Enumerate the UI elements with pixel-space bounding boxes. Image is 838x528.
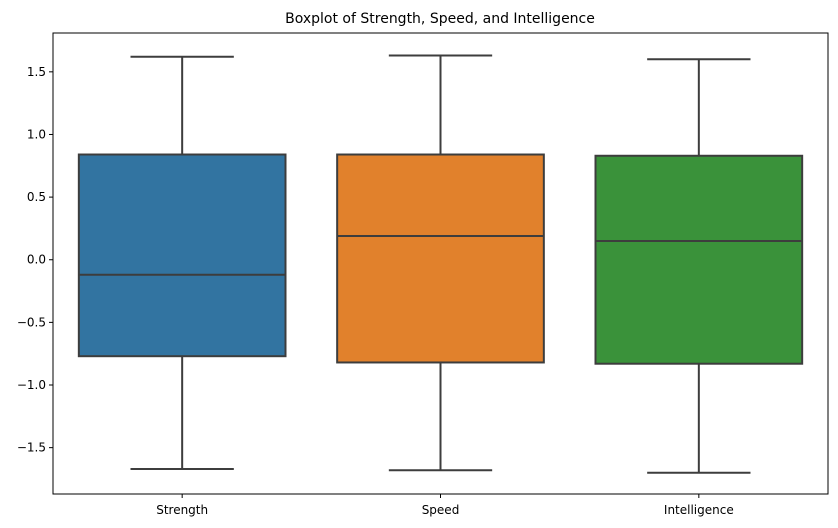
iqr-box: [594, 154, 804, 365]
y-tick-label: 1.5: [27, 65, 46, 79]
y-tick-label: 1.0: [27, 127, 46, 141]
x-tick-label: Intelligence: [664, 503, 734, 517]
box-speed: [336, 54, 545, 472]
iqr-box: [77, 153, 287, 358]
x-tick-label: Speed: [422, 503, 460, 517]
box-intelligence: [594, 58, 804, 474]
y-tick-label: −1.0: [17, 378, 46, 392]
chart-title: Boxplot of Strength, Speed, and Intellig…: [285, 11, 595, 27]
x-tick-label: Strength: [156, 503, 208, 517]
y-tick-label: −1.5: [17, 441, 46, 455]
plot-frame: [52, 32, 829, 495]
plot-area: [77, 54, 804, 474]
y-tick-label: 0.0: [27, 253, 46, 267]
box-strength: [77, 55, 287, 470]
iqr-box: [336, 153, 545, 364]
y-axis: −1.5 −1.0 −0.5 0.0 0.5 1.0 1.5: [17, 65, 53, 455]
y-tick-label: −0.5: [17, 315, 46, 329]
x-axis: Strength Speed Intelligence: [156, 494, 734, 517]
y-tick-label: 0.5: [27, 190, 46, 204]
